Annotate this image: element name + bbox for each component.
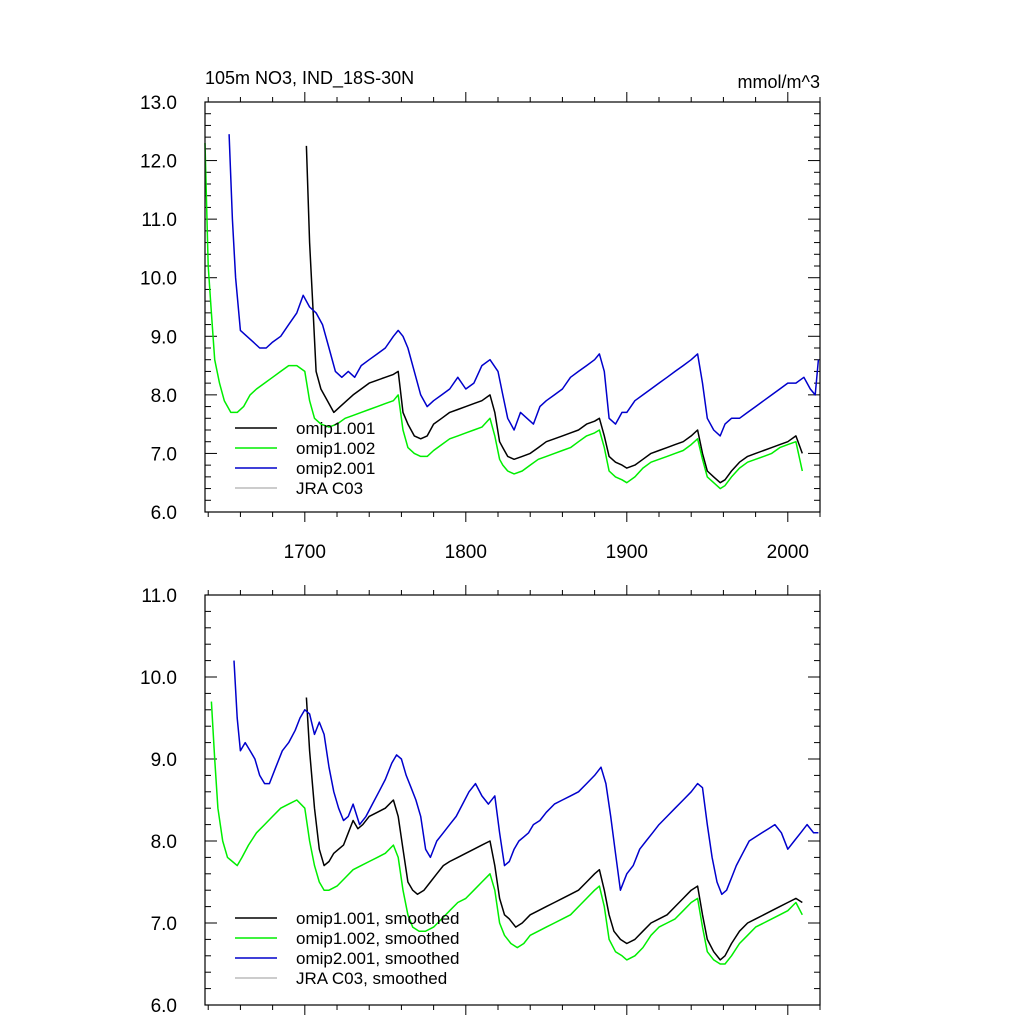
top-ytick-label: 6.0 <box>151 503 177 524</box>
top-panel: 105m NO3, IND_18S-30N mmol/m^3 6.0 7.0 8.0… <box>140 68 821 563</box>
top-legend-label: omip1.001 <box>296 419 375 438</box>
top-ytick-label: 9.0 <box>151 327 177 348</box>
top-xtick-label: 1700 <box>284 542 326 563</box>
bottom-panel: 6.0 7.0 8.0 9.0 10.0 11.0 omip1.001, smoothed… <box>140 585 821 1017</box>
bottom-legend-label: omip1.001, smoothed <box>296 909 460 928</box>
bottom-ytick-label: 11.0 <box>141 586 177 607</box>
bottom-ytick-label: 8.0 <box>151 832 177 853</box>
bottom-ytick-label: 7.0 <box>151 914 177 935</box>
bottom-panel-frame <box>204 594 821 1006</box>
top-panel-frame <box>204 101 821 513</box>
top-ytick-label: 10.0 <box>140 269 177 290</box>
top-panel-units: mmol/m^3 <box>738 72 820 92</box>
bottom-series-line-omip1-001-smoothed <box>305 697 803 961</box>
top-panel-series <box>204 134 820 490</box>
bottom-panel-ticks: 6.0 7.0 8.0 9.0 10.0 11.0 <box>140 585 821 1017</box>
top-legend-label: omip1.002 <box>296 439 375 458</box>
top-series-line-omip1-001 <box>305 145 804 484</box>
top-ytick-label: 8.0 <box>151 386 177 407</box>
top-series-line-omip2-001 <box>228 134 820 437</box>
bottom-panel-series <box>210 660 819 965</box>
top-series-line-omip1-002 <box>204 142 804 490</box>
bottom-ytick-label: 6.0 <box>151 996 177 1017</box>
top-ytick-label: 13.0 <box>140 93 177 114</box>
bottom-ytick-label: 9.0 <box>151 750 177 771</box>
top-legend-label: JRA C03 <box>296 479 363 498</box>
top-panel-ticks: 6.0 7.0 8.0 9.0 10.0 11.0 12.0 13.0 1700 1800 1900… <box>140 92 821 563</box>
top-ytick-label: 12.0 <box>140 152 177 173</box>
bottom-ytick-label: 10.0 <box>140 668 177 689</box>
top-ytick-label: 11.0 <box>141 210 177 231</box>
top-xtick-label: 1900 <box>606 542 648 563</box>
bottom-series-line-omip2-001-smoothed <box>233 660 819 896</box>
top-ytick-label: 7.0 <box>151 444 177 465</box>
top-xtick-label: 2000 <box>767 542 809 563</box>
bottom-legend-label: omip1.002, smoothed <box>296 929 460 948</box>
top-xtick-label: 1800 <box>445 542 487 563</box>
bottom-legend-label: JRA C03, smoothed <box>296 969 447 988</box>
bottom-series-line-omip1-002-smoothed <box>210 701 803 965</box>
top-panel-title: 105m NO3, IND_18S-30N <box>205 68 414 89</box>
top-legend-label: omip2.001 <box>296 459 375 478</box>
bottom-legend-label: omip2.001, smoothed <box>296 949 460 968</box>
